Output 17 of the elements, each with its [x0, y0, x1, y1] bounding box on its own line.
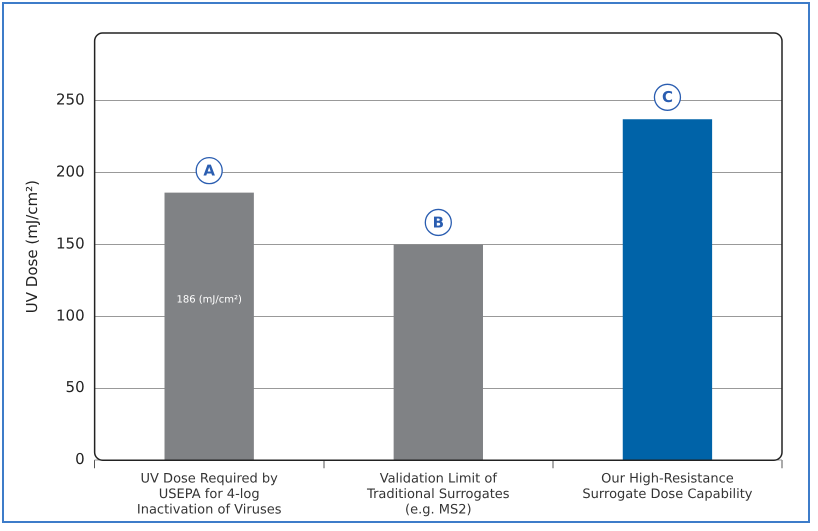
- y-tick-label: 100: [56, 306, 85, 324]
- annotation: C: [662, 88, 673, 106]
- bar: [394, 244, 483, 460]
- y-tick-label: 150: [56, 234, 85, 252]
- bar: [622, 119, 712, 460]
- annotation: A: [203, 162, 216, 180]
- x-tick-label: Validation Limit of Traditional Surrogates (e.g. MS2): [366, 471, 510, 518]
- y-tick-label: 200: [56, 162, 85, 180]
- data-label: 186 (mJ/cm²): [176, 294, 242, 306]
- y-axis-title: UV Dose (mJ/cm²): [22, 180, 41, 314]
- y-tick-label: 50: [66, 378, 85, 396]
- y-tick-label: 250: [56, 90, 85, 108]
- annotation: B: [432, 213, 444, 232]
- x-tick-label: Our High-Resistance Surrogate Dose Capability: [582, 471, 753, 502]
- x-tick-label: UV Dose Required by USEPA for 4-log Inactivation of Viruses: [136, 471, 282, 518]
- bar: [164, 192, 254, 460]
- y-tick-label: 0: [75, 450, 85, 468]
